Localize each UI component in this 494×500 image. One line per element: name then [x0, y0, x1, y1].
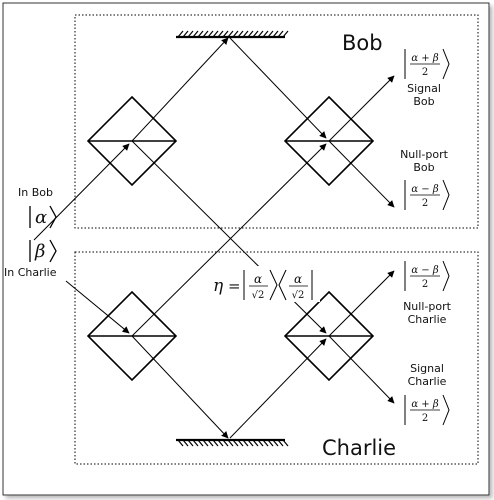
in-charlie-label: In Charlie: [4, 266, 57, 279]
eta-numerator-right: α: [294, 272, 302, 286]
diff-numerator-charlie: α − β: [411, 265, 438, 276]
alpha-symbol: α: [35, 207, 47, 228]
ket-sum-bob: α + β 2: [404, 48, 450, 80]
beam-charlie-input: [65, 280, 130, 334]
sum-numerator-bob: α + β: [411, 53, 438, 64]
nullport-bob-line1: Null-port: [400, 148, 449, 161]
beam-signal-charlie: [328, 335, 395, 404]
beam-charlie-cross: [131, 143, 327, 337]
eta-symbol: η: [213, 276, 224, 296]
ket-diff-bob: α − β 2: [404, 179, 450, 211]
outer-frame: [2, 2, 490, 496]
diff-numerator-bob: α − β: [411, 184, 438, 195]
ket-diff-charlie: α − β 2: [404, 260, 450, 292]
eta-formula: η = α √2 α √2: [210, 266, 320, 302]
beam-charlie-to-mirror: [131, 335, 229, 439]
eta-numerator-left: α: [254, 272, 262, 286]
nullport-bob-line2: Bob: [413, 161, 434, 174]
in-bob-label: In Bob: [18, 186, 53, 199]
ket-sum-charlie: α + β 2: [404, 394, 450, 426]
eta-equals: =: [228, 277, 241, 295]
bob-title: Bob: [342, 31, 383, 55]
beam-nullport-charlie: [328, 270, 395, 337]
beam-signal-bob: [328, 75, 395, 142]
signal-charlie-line1: Signal: [410, 362, 444, 375]
beam-mirror-to-bs-charlie: [229, 338, 327, 439]
denominator-sum-charlie: 2: [422, 413, 428, 424]
beam-paths: [33, 37, 395, 439]
denominator-diff-charlie: 2: [422, 279, 428, 290]
eta-denominator-right: √2: [292, 290, 305, 301]
charlie-region-box: [74, 251, 479, 465]
beam-bob-input: [33, 143, 130, 241]
signal-charlie-line2: Charlie: [408, 375, 447, 388]
beta-symbol: β: [34, 241, 45, 262]
charlie-title: Charlie: [322, 436, 396, 460]
beam-mirror-to-bs: [229, 37, 327, 139]
nullport-charlie-line1: Null-port: [403, 300, 452, 313]
sum-numerator-charlie: α + β: [411, 399, 438, 410]
beam-nullport-bob: [328, 140, 395, 208]
signal-bob-line2: Bob: [413, 95, 434, 108]
top-mirror: [176, 30, 289, 39]
ket-beta: β: [29, 239, 57, 263]
nullport-charlie-line2: Charlie: [408, 313, 447, 326]
denominator-diff-bob: 2: [422, 198, 428, 209]
signal-bob-line1: Signal: [407, 82, 441, 95]
ket-alpha: α: [29, 205, 57, 229]
eta-denominator-left: √2: [252, 290, 265, 301]
denominator-sum-bob: 2: [422, 67, 428, 78]
beam-bob-to-mirror: [131, 37, 229, 142]
bottom-mirror: [176, 438, 289, 447]
